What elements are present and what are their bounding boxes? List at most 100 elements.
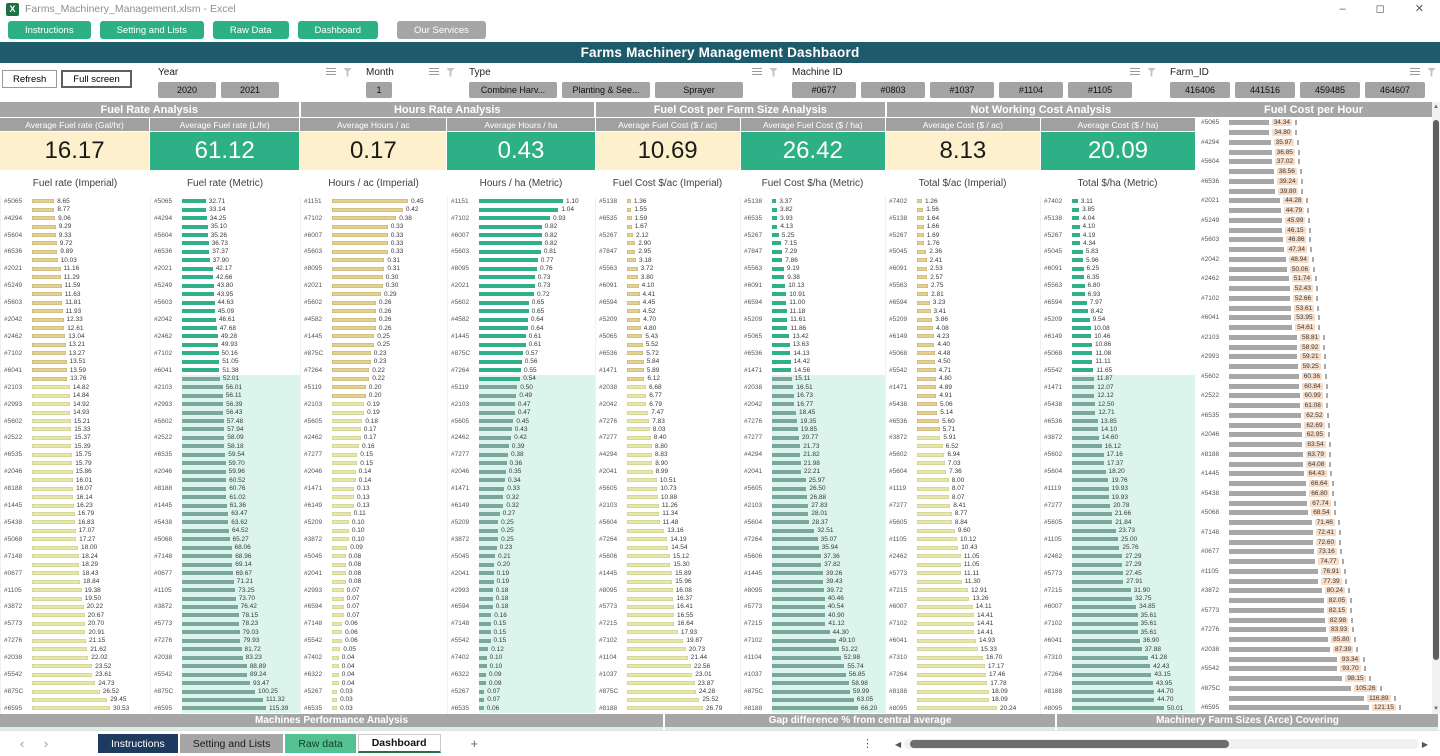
bar-value: 17.07 bbox=[78, 527, 95, 535]
bar bbox=[1072, 309, 1088, 314]
slicer-item-farm-id-441516[interactable]: 441516 bbox=[1235, 82, 1295, 98]
bar bbox=[772, 266, 784, 271]
new-sheet-button[interactable]: + bbox=[470, 736, 479, 751]
chart-fuel-rate-gal-hr[interactable]: #5065 8.65 8.77 #4294 9.06 9.29 #5604 9.33 9.72 #… bbox=[0, 196, 150, 714]
multiselect-icon[interactable] bbox=[326, 67, 336, 77]
chart-fuel-cost-per-ac[interactable]: #5138 1.36 1.55 #6535 1.59 1.67 #5267 2.12 2.90 #… bbox=[595, 196, 740, 714]
kpi-value-fuel-cost-ha-metric: 26.42 bbox=[740, 132, 885, 170]
nav-button-our-services[interactable]: Our Services bbox=[397, 21, 486, 39]
scroll-right-icon[interactable]: ▶ bbox=[1421, 739, 1428, 749]
slicer-item-machine-id-1105[interactable]: #1105 bbox=[1068, 82, 1132, 98]
bar-value: 0.47 bbox=[517, 400, 531, 408]
sheet-tab-instructions[interactable]: Instructions bbox=[98, 734, 178, 753]
sheet-tab-bar: ‹ › Instructions Setting and Lists Raw dat… bbox=[0, 730, 1440, 756]
bar-value: 40.90 bbox=[828, 611, 845, 619]
category-label: #7276 bbox=[744, 417, 763, 425]
bar-row: #5068 11.08 bbox=[1044, 349, 1195, 357]
bar-row: 19.93 bbox=[1044, 492, 1195, 502]
bar-row: #5138 1.64 bbox=[889, 214, 1040, 222]
category-label: #4582 bbox=[451, 316, 470, 324]
bar-row: #6594 11.00 bbox=[744, 298, 885, 306]
chart-fuel-cost-per-hour[interactable]: #5065 34.34 34.80 #4294 35.97 36.85 #5604 37.02… bbox=[1195, 117, 1425, 714]
slicer-item-farm-id-464607[interactable]: 464607 bbox=[1365, 82, 1425, 98]
slicer-item-type-combine-harv[interactable]: Combine Harv... bbox=[469, 82, 557, 98]
slicer-item-machine-id-1037[interactable]: #1037 bbox=[930, 82, 994, 98]
category-label: #2042 bbox=[154, 316, 173, 324]
sheet-nav-right-icon[interactable]: › bbox=[43, 736, 49, 751]
full-screen-button[interactable]: Full screen bbox=[61, 70, 132, 88]
refresh-button[interactable]: Refresh bbox=[2, 70, 58, 88]
bar-value: 79.93 bbox=[243, 637, 260, 645]
chart-hours-per-ha[interactable]: #1151 1.10 1.04 #7102 0.93 0.82 #6007 0.82 0.82 #… bbox=[447, 196, 595, 714]
bar-row: #7402 1.26 bbox=[889, 197, 1040, 205]
sheet-tab-raw-data[interactable]: Raw data bbox=[285, 734, 356, 753]
slicer-item-year-2021[interactable]: 2021 bbox=[221, 82, 279, 98]
minimize-button[interactable]: – bbox=[1339, 2, 1346, 15]
nav-button-setting-and-lists[interactable]: Setting and Lists bbox=[99, 21, 204, 39]
bar bbox=[479, 706, 484, 711]
bar-value: 42.66 bbox=[216, 273, 233, 281]
tick-mark bbox=[1328, 451, 1331, 457]
bar-row: 0.15 bbox=[451, 628, 595, 637]
bar-value: 105.26 bbox=[1353, 684, 1378, 692]
vertical-scrollbar[interactable]: ▲ ▼ bbox=[1432, 102, 1440, 714]
horizontal-scrollbar[interactable]: ◀ ▶ bbox=[895, 738, 1428, 750]
multiselect-icon[interactable] bbox=[429, 67, 439, 77]
chart-not-working-cost-per-ha[interactable]: #7402 3.11 3.85 #5138 4.04 4.10 #5267 4.19 4.34 #… bbox=[1040, 196, 1195, 714]
clear-filter-icon[interactable] bbox=[343, 67, 352, 77]
clear-filter-icon[interactable] bbox=[1427, 67, 1436, 77]
clear-filter-icon[interactable] bbox=[1147, 67, 1156, 77]
category-label: #5605 bbox=[451, 417, 470, 425]
bar bbox=[32, 638, 86, 643]
slicer-item-type-planting-see[interactable]: Planting & See... bbox=[562, 82, 650, 98]
clear-filter-icon[interactable] bbox=[446, 67, 455, 77]
slicer-item-machine-id-0803[interactable]: #0803 bbox=[861, 82, 925, 98]
clear-filter-icon[interactable] bbox=[769, 67, 778, 77]
sheet-tab-dashboard[interactable]: Dashboard bbox=[357, 734, 441, 753]
bar-row: 42.43 bbox=[1044, 661, 1195, 671]
scrollbar-splitter-icon[interactable]: ⋮ bbox=[862, 738, 873, 750]
nav-button-instructions[interactable]: Instructions bbox=[8, 21, 91, 39]
scroll-up-icon[interactable]: ▲ bbox=[1433, 104, 1439, 110]
bar-value: 11.59 bbox=[64, 282, 81, 290]
bar-row: 14.93 bbox=[4, 408, 150, 416]
nav-button-raw-data[interactable]: Raw Data bbox=[212, 21, 289, 39]
bar-value: 14.42 bbox=[793, 358, 810, 366]
horizontal-scrollbar-track[interactable] bbox=[904, 739, 1419, 749]
bar bbox=[772, 697, 854, 702]
scroll-down-icon[interactable]: ▼ bbox=[1433, 706, 1439, 712]
slicer-item-type-sprayer[interactable]: Sprayer bbox=[655, 82, 743, 98]
bar-row: #875C 0.23 bbox=[304, 349, 447, 357]
bar bbox=[917, 706, 997, 711]
slicer-item-machine-id-1104[interactable]: #1104 bbox=[999, 82, 1063, 98]
bar bbox=[182, 664, 247, 669]
chart-fuel-cost-per-ha[interactable]: #5138 3.37 3.82 #6535 3.93 4.13 #5267 5.25 7.15 #… bbox=[740, 196, 885, 714]
scroll-left-icon[interactable]: ◀ bbox=[895, 739, 902, 749]
bar-row: 77.39 bbox=[1201, 576, 1425, 586]
multiselect-icon[interactable] bbox=[1410, 67, 1420, 77]
nav-button-dashboard[interactable]: Dashboard bbox=[297, 21, 379, 39]
chart-not-working-cost-per-ac[interactable]: #7402 1.26 1.56 #5138 1.64 1.66 #5267 1.69 1.76 #… bbox=[885, 196, 1040, 714]
close-button[interactable]: ✕ bbox=[1414, 2, 1424, 15]
chart-hours-per-ac[interactable]: #1151 0.45 0.42 #7102 0.38 0.33 #6007 0.33 0.33 #… bbox=[300, 196, 447, 714]
multiselect-icon[interactable] bbox=[1130, 67, 1140, 77]
sheet-tab-setting-and-lists[interactable]: Setting and Lists bbox=[179, 734, 284, 753]
bar-row: #5045 0.08 bbox=[304, 552, 447, 560]
maximize-button[interactable]: ◻ bbox=[1375, 2, 1385, 15]
chart-fuel-rate-l-hr[interactable]: #5065 32.71 33.14 #4294 34.25 35.10 #5604 35.26… bbox=[150, 196, 300, 714]
sheet-nav-left-icon[interactable]: ‹ bbox=[19, 736, 25, 751]
multiselect-icon[interactable] bbox=[752, 67, 762, 77]
slicer-item-farm-id-416406[interactable]: 416406 bbox=[1170, 82, 1230, 98]
bar-value: 35.61 bbox=[1140, 628, 1157, 636]
bar-value: 0.06 bbox=[486, 704, 500, 712]
bar-row: #5773 20.70 bbox=[4, 620, 150, 628]
slicer-item-year-2020[interactable]: 2020 bbox=[158, 82, 216, 98]
bar-value: 65.27 bbox=[232, 535, 249, 543]
slicer-item-month-1[interactable]: 1 bbox=[366, 82, 392, 98]
bar-row: #5438 66.80 bbox=[1201, 489, 1425, 499]
slicer-item-machine-id-0677[interactable]: #0677 bbox=[792, 82, 856, 98]
horizontal-scrollbar-thumb[interactable] bbox=[910, 740, 1230, 748]
vertical-scrollbar-thumb[interactable] bbox=[1433, 120, 1439, 660]
slicer-title-farm-id: Farm_ID bbox=[1170, 66, 1209, 78]
slicer-item-farm-id-459485[interactable]: 459485 bbox=[1300, 82, 1360, 98]
